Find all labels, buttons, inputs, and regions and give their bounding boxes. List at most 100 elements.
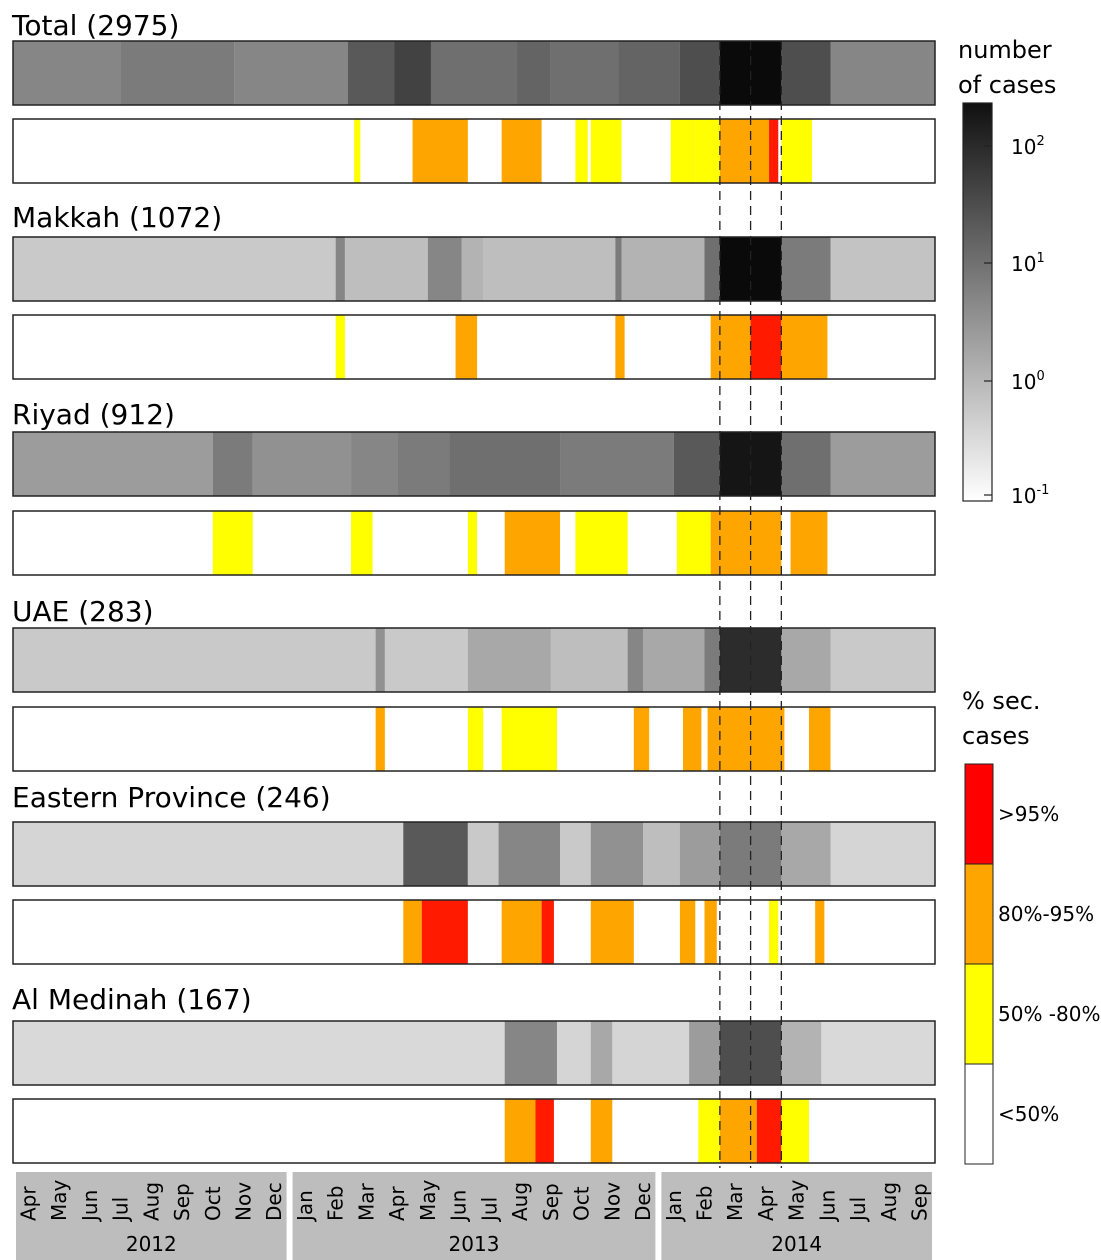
secondary-cell: [676, 511, 711, 575]
secondary-cell: [375, 707, 385, 771]
region-title: Al Medinah (167): [12, 983, 252, 1016]
case-cell: [351, 432, 398, 496]
secondary-cell: [750, 511, 782, 575]
year-label: 2013: [449, 1232, 500, 1256]
month-tick-label: Sep: [170, 1183, 194, 1221]
case-cell: [517, 41, 551, 105]
case-cell: [13, 822, 404, 886]
case-cell: [13, 432, 213, 496]
case-strip-frame: [12, 1020, 936, 1086]
month-tick-label: Jan: [293, 1190, 317, 1223]
month-tick-label: Aug: [508, 1182, 532, 1221]
case-cell: [781, 1021, 822, 1085]
secondary-cell: [695, 119, 720, 183]
secondary-cell: [351, 511, 373, 575]
case-cell: [560, 822, 591, 886]
legend-swatch: [964, 1063, 994, 1165]
case-cell: [467, 628, 551, 692]
secondary-strip-bg: [13, 900, 935, 964]
case-cell: [212, 432, 253, 496]
secondary-cell: [781, 1099, 809, 1163]
case-cell: [461, 237, 484, 301]
case-cell: [830, 628, 935, 692]
heatmap-panels: Total (2975) Makkah (1072) Riyad (912) UAE …: [11, 9, 936, 1164]
month-tick-label: Jul: [846, 1197, 870, 1223]
secondary-cell: [590, 1099, 613, 1163]
secondary-cell: [750, 315, 782, 379]
year-band: [16, 1172, 287, 1260]
secondary-cases-legend: % sec. cases >95% 80%-95% 50% -80% <50%: [962, 687, 1100, 1165]
month-tick-label: Jun: [78, 1190, 102, 1223]
case-cell: [679, 41, 720, 105]
case-cell: [621, 237, 705, 301]
case-cell: [590, 822, 644, 886]
month-tick-label: Mar: [354, 1182, 378, 1221]
legend-label: >95%: [998, 802, 1059, 826]
secondary-cell: [455, 315, 478, 379]
legend-swatch: [964, 863, 994, 965]
secondary-cell: [403, 900, 422, 964]
case-cell: [781, 432, 831, 496]
month-tick-label: Jul: [109, 1197, 133, 1223]
case-cell: [394, 41, 431, 105]
month-tick-label: Jun: [447, 1190, 471, 1223]
case-cell: [704, 628, 720, 692]
case-cell: [560, 432, 674, 496]
case-cell: [344, 237, 428, 301]
secondary-strip-frame: [12, 899, 936, 965]
month-tick-label: Jul: [477, 1197, 501, 1223]
case-cell: [821, 1021, 935, 1085]
secondary-strip-frame: [12, 118, 936, 184]
month-tick-label: Apr: [385, 1186, 409, 1221]
secondary-cell: [756, 1099, 782, 1163]
case-cell: [643, 822, 680, 886]
secondary-cell: [633, 707, 650, 771]
secondary-cell: [698, 1099, 720, 1163]
month-tick-label: Oct: [570, 1186, 594, 1221]
secondary-cell: [335, 315, 345, 379]
case-cell: [427, 237, 462, 301]
region-title: Riyad (912): [12, 398, 175, 431]
secondary-cell: [769, 900, 779, 964]
case-strip-frame: [12, 236, 936, 302]
secondary-cell: [501, 707, 557, 771]
month-tick-label: Mar: [723, 1182, 747, 1221]
month-tick-label: Aug: [139, 1182, 163, 1221]
secondary-cell: [590, 119, 622, 183]
case-cell: [13, 628, 376, 692]
month-tick-label: Oct: [201, 1186, 225, 1221]
month-tick-label: Feb: [693, 1186, 717, 1221]
legend-label: <50%: [998, 1102, 1059, 1126]
secondary-strip-frame: [12, 510, 936, 576]
region-title: UAE (283): [12, 595, 154, 628]
legend-label: 50% -80%: [998, 1002, 1100, 1026]
case-cell: [13, 1021, 505, 1085]
month-tick-label: Dec: [262, 1182, 286, 1221]
case-cell: [347, 41, 395, 105]
case-strip-frame: [12, 431, 936, 497]
legend-swatch: [964, 963, 994, 1065]
secondary-cell: [710, 511, 751, 575]
secondary-strip-frame: [12, 706, 936, 772]
case-cell: [252, 432, 352, 496]
case-cell: [550, 628, 628, 692]
region-title: Eastern Province (246): [12, 781, 331, 814]
year-label: 2014: [771, 1232, 822, 1256]
case-strip-frame: [12, 821, 936, 887]
secondary-cell: [501, 900, 542, 964]
case-cell: [673, 432, 720, 496]
case-cell: [830, 41, 935, 105]
case-cell: [612, 1021, 690, 1085]
case-cell: [781, 237, 831, 301]
secondary-cell: [769, 119, 779, 183]
secondary-cell: [710, 315, 751, 379]
secondary-cell: [590, 900, 634, 964]
month-tick-label: May: [416, 1179, 440, 1221]
secondary-cell: [815, 900, 825, 964]
secondary-cell: [707, 707, 785, 771]
case-cell: [449, 432, 561, 496]
legend-swatch: [964, 763, 994, 865]
secondary-cell: [412, 119, 468, 183]
